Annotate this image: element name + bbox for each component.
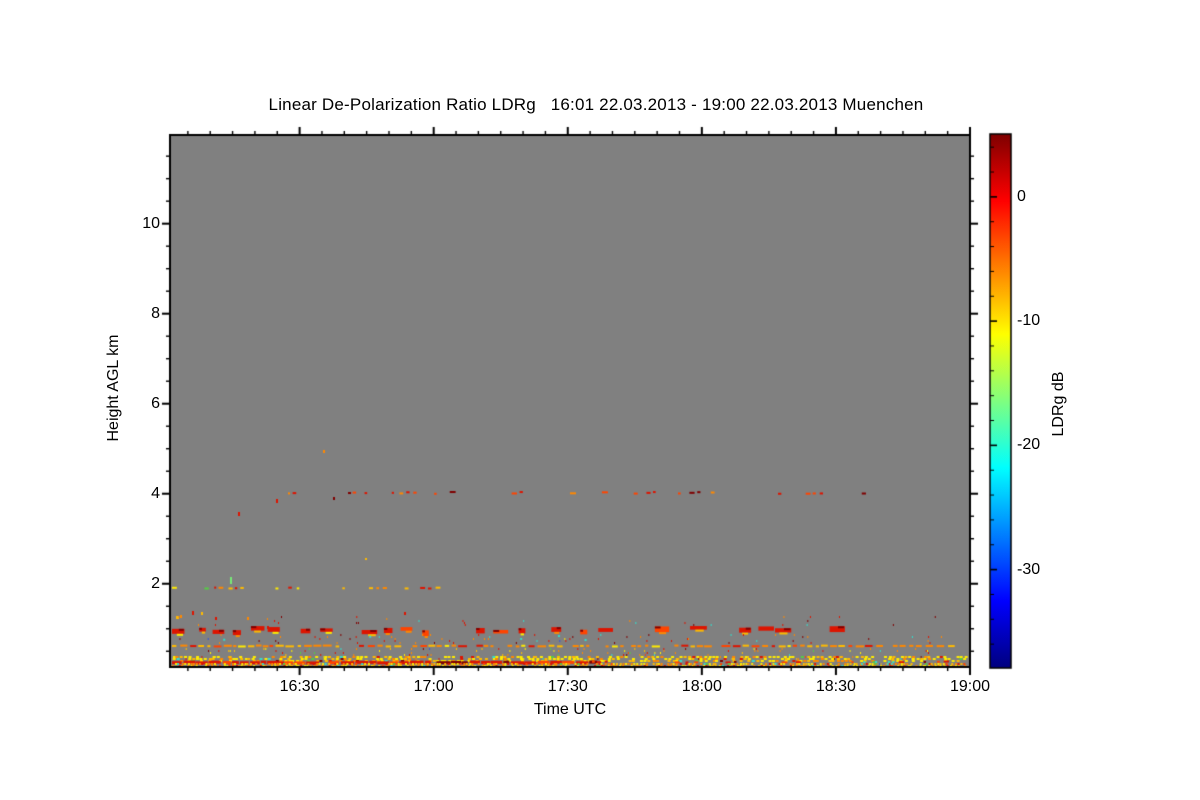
colorbar-tick-label: -10 [1017, 312, 1041, 330]
x-axis-label: Time UTC [533, 701, 607, 718]
y-tick-label: 10 [142, 214, 160, 232]
y-tick-label: 8 [151, 304, 160, 322]
x-tick-label: 16:30 [279, 678, 320, 695]
x-tick-label: 18:30 [815, 678, 856, 695]
x-tick-label: 19:00 [949, 678, 991, 695]
y-tick-label: 2 [151, 574, 160, 592]
x-tick-label: 17:30 [547, 678, 588, 695]
x-tick-label: 18:00 [681, 678, 722, 695]
colorbar-tick-label: -30 [1017, 560, 1041, 578]
y-tick-label: 6 [151, 394, 160, 412]
colorbar-label: LDRg dB [1050, 371, 1067, 437]
colorbar-tick-label: 0 [1017, 187, 1026, 205]
y-tick-label: 4 [151, 484, 160, 502]
plot-title: Linear De-Polarization Ratio LDRg 16:01 … [268, 95, 924, 114]
x-tick-label: 17:00 [413, 678, 454, 695]
colorbar-tick-label: -20 [1017, 436, 1041, 454]
y-axis-label: Height AGL km [105, 334, 122, 442]
